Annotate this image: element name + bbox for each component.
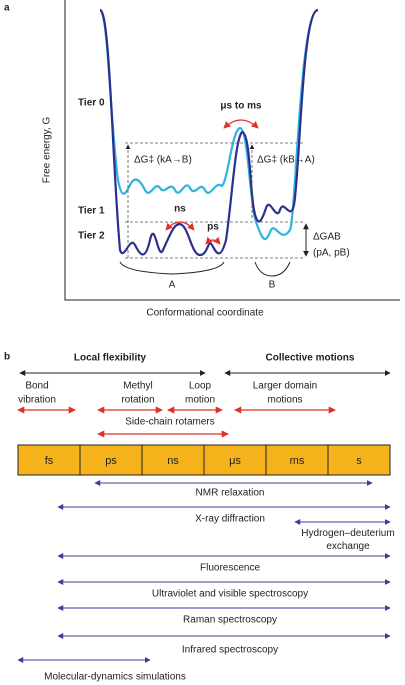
motion-label: motions [267, 395, 302, 406]
motion-label: Loop [189, 381, 212, 392]
brace [119, 261, 225, 275]
timescale-label: μs [229, 455, 241, 467]
tier-label: Tier 2 [78, 231, 105, 242]
rate-arrow [223, 119, 259, 129]
tier-label: Tier 0 [78, 98, 105, 109]
technique-label: NMR relaxation [196, 488, 265, 499]
state-label: B [269, 280, 276, 291]
panel-label: a [4, 3, 10, 14]
technique-label: Molecular-dynamics simulations [44, 672, 186, 683]
timescale-label: fs [45, 455, 54, 467]
panel-label: b [4, 352, 10, 363]
technique-label: Fluorescence [200, 563, 260, 574]
brace [254, 261, 291, 277]
annotation: ΔG‡ (kB→A) [257, 155, 315, 166]
annotation: (pA, pB) [313, 248, 350, 259]
motion-label: vibration [18, 395, 56, 406]
technique-label: Ultraviolet and visible spectroscopy [152, 589, 308, 600]
annotation: ΔG‡ (kA→B) [134, 155, 192, 166]
axes [64, 0, 400, 301]
motion-label: Side-chain rotamers [125, 417, 214, 428]
timescale-label: s [356, 455, 362, 467]
motion-label: motion [185, 395, 215, 406]
rate-arrow [165, 221, 195, 231]
technique-label: X-ray diffraction [195, 514, 265, 525]
timescale-cell [265, 444, 329, 476]
rate-arrow [205, 236, 221, 245]
technique-label: Hydrogen–deuterium exchange [301, 528, 394, 552]
tier-label: Tier 1 [78, 206, 105, 217]
timescale-cell [17, 444, 81, 476]
timescale-label: ns [167, 455, 179, 467]
annotation: ps [207, 222, 219, 233]
motion-label: Methyl [123, 381, 152, 392]
technique-label: Infrared spectroscopy [182, 645, 278, 656]
state-label: A [169, 280, 176, 291]
panel-a: a Free energy, G Conformational coordina… [4, 0, 400, 319]
technique-label: Raman spectroscopy [183, 615, 277, 626]
group-label: Local flexibility [74, 353, 147, 364]
annotation: μs to ms [220, 101, 262, 112]
energy-curve-light [98, 8, 319, 241]
y-axis-label: Free energy, G [42, 117, 53, 184]
timescale-cell [141, 444, 205, 476]
motion-label: Larger domain [253, 381, 317, 392]
energy-curve-dark [98, 8, 319, 257]
x-axis-label: Conformational coordinate [146, 308, 264, 319]
timescale-cell [79, 444, 143, 476]
timescale-cell [327, 444, 391, 476]
motion-label: rotation [121, 395, 154, 406]
motion-label: Bond [25, 381, 48, 392]
timescale-cell [203, 444, 267, 476]
timescale-label: ps [105, 455, 117, 467]
annotation: ΔGAB [313, 232, 341, 243]
annotation: ns [174, 204, 186, 215]
timescale-label: ms [290, 455, 305, 467]
group-label: Collective motions [266, 353, 355, 364]
panel-b: b Local flexibility Collective motions S… [4, 352, 395, 683]
